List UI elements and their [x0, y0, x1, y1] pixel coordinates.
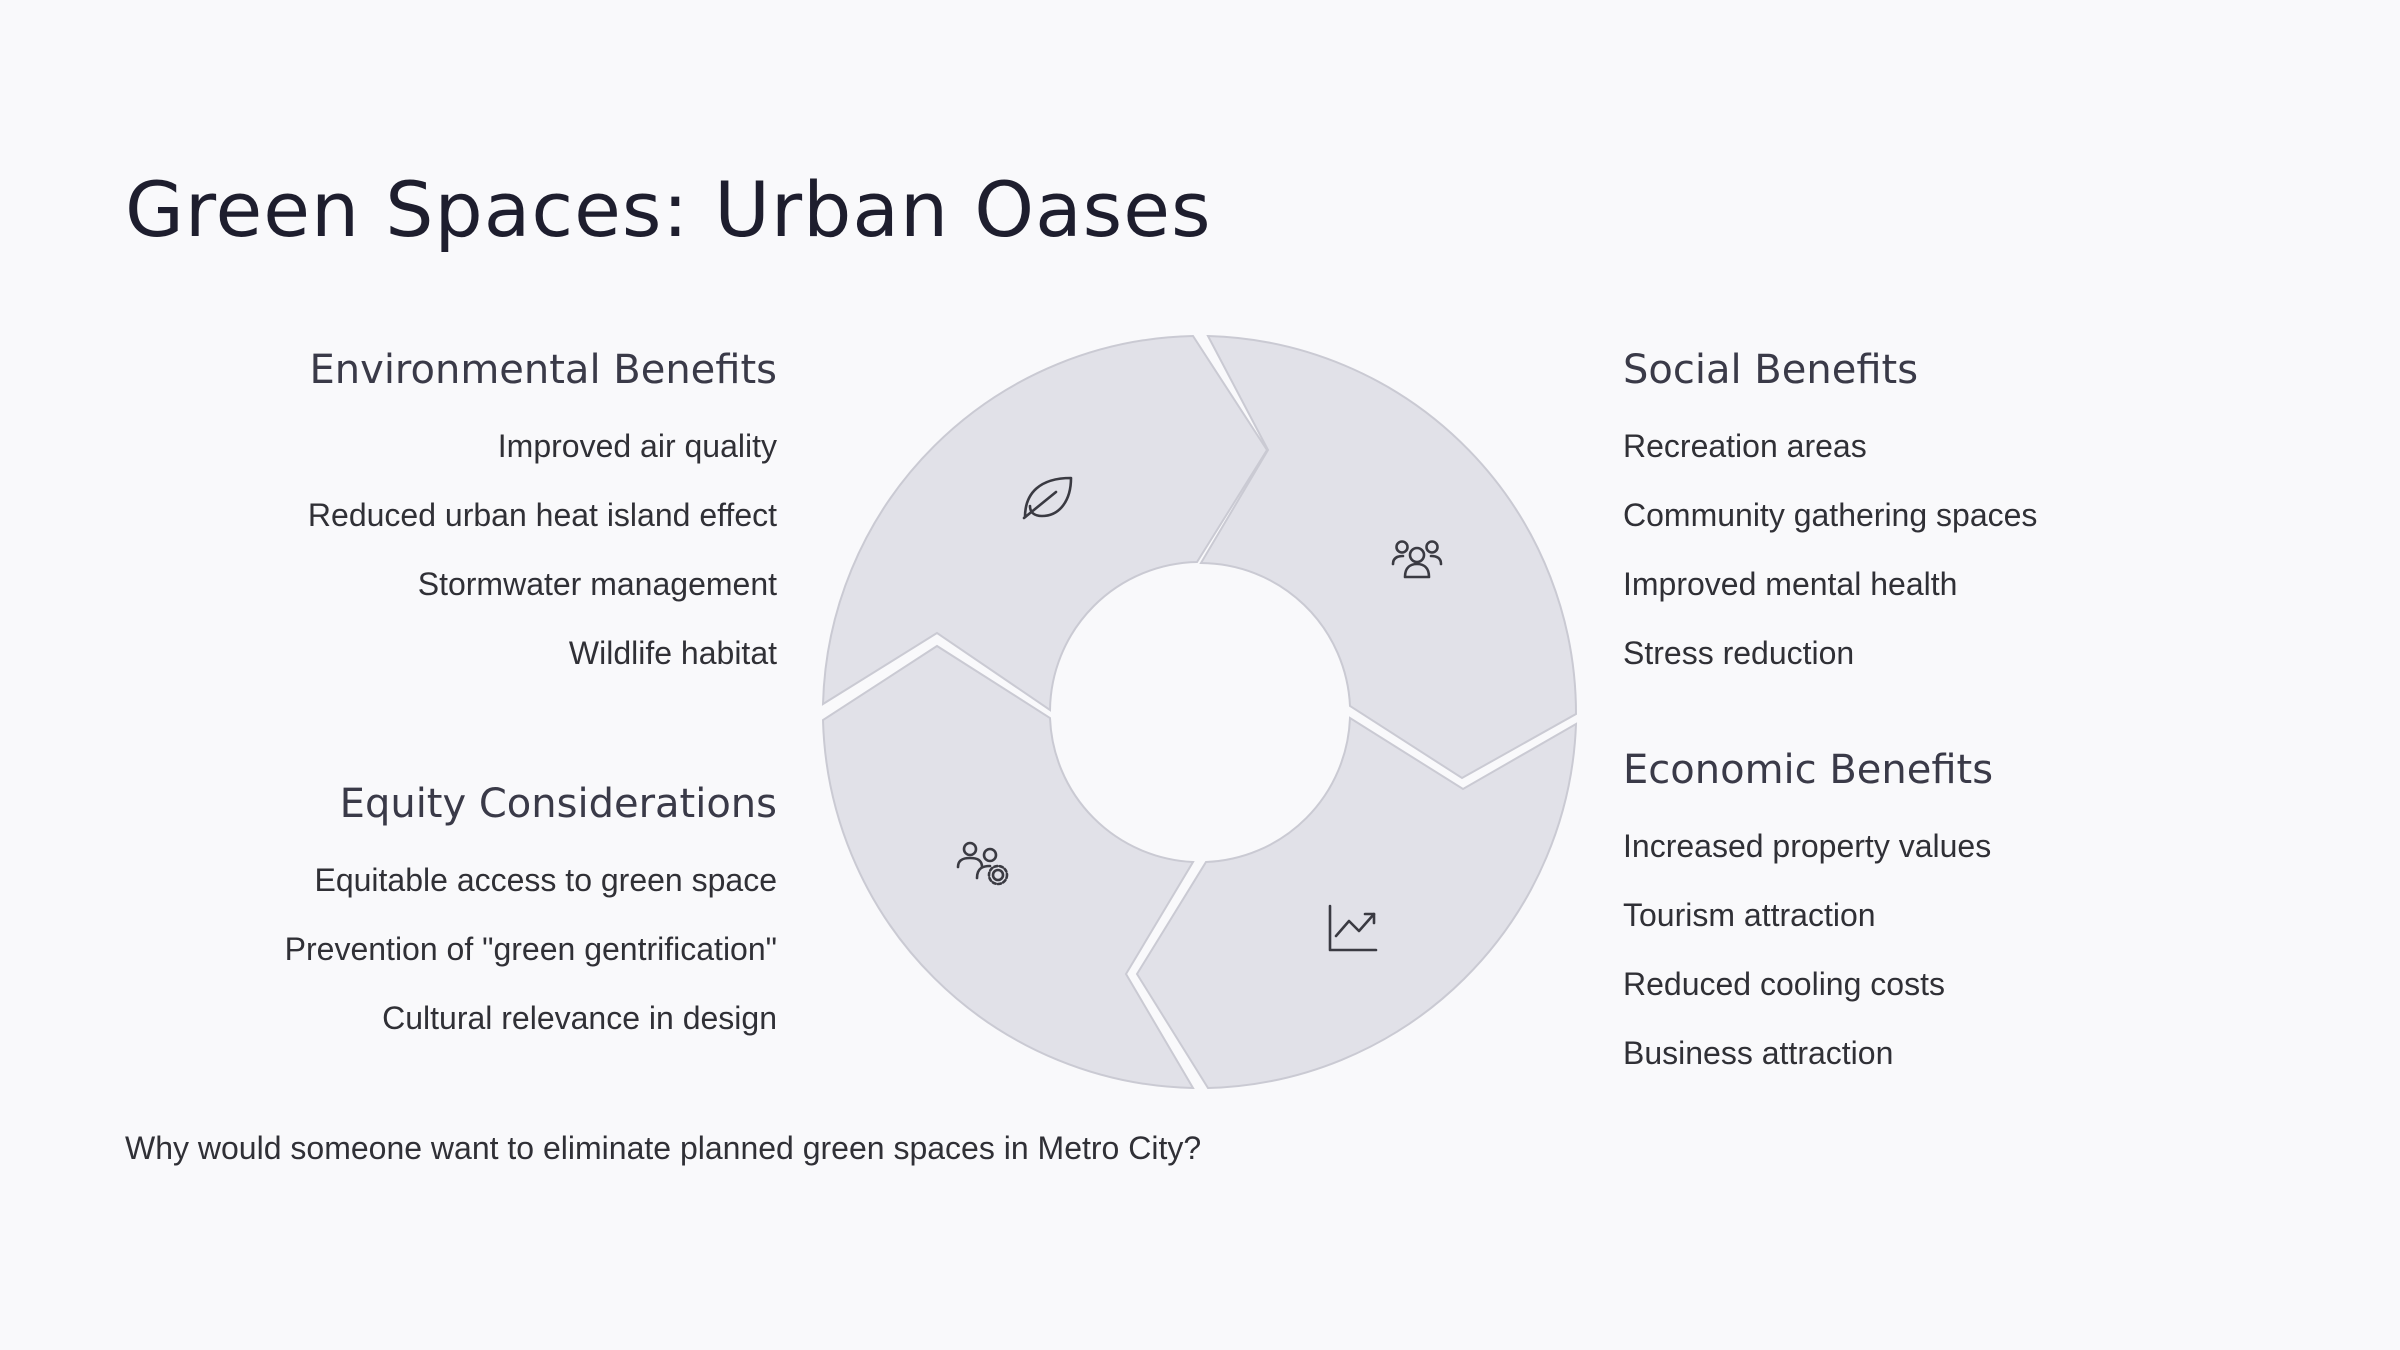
list-item: Reduced cooling costs [1623, 966, 1945, 1002]
list-item: Business attraction [1623, 1035, 1894, 1071]
social-benefits-group: Social Benefits Recreation areas Communi… [1623, 346, 2303, 688]
economic-benefits-group: Economic Benefits Increased property val… [1623, 746, 2303, 1088]
people-settings-icon [956, 841, 1009, 886]
list-item: Wildlife habitat [568, 635, 777, 671]
list-item: Stress reduction [1623, 635, 1855, 671]
list-item: Cultural relevance in design [382, 1000, 777, 1036]
list-item: Community gathering spaces [1623, 497, 2038, 533]
list-item: Tourism attraction [1623, 897, 1876, 933]
equity-considerations-group: Equity Considerations Equitable access t… [97, 780, 777, 1053]
list-item: Recreation areas [1623, 428, 1867, 464]
discussion-question: Why would someone want to eliminate plan… [125, 1130, 1202, 1166]
environmental-benefits-group: Environmental Benefits Improved air qual… [97, 346, 777, 688]
chart-trend-icon [1328, 904, 1378, 952]
cycle-segment-social [1199, 334, 1578, 780]
cycle-segment-environmental [821, 334, 1269, 712]
list-item: Prevention of "green gentrification" [284, 931, 777, 967]
leaf-icon [1022, 476, 1073, 520]
economic-benefits-heading: Economic Benefits [1623, 747, 1994, 793]
cycle-segment-economic [1135, 716, 1578, 1090]
social-benefits-heading: Social Benefits [1623, 347, 1919, 393]
page-title: Green Spaces: Urban Oases [125, 165, 1212, 254]
list-item: Reduced urban heat island effect [307, 497, 777, 533]
equity-considerations-heading: Equity Considerations [339, 781, 777, 827]
list-item: Improved air quality [497, 428, 777, 464]
cycle-segment-equity [821, 644, 1195, 1090]
list-item: Equitable access to green space [314, 862, 777, 898]
list-item: Improved mental health [1623, 566, 1958, 602]
people-icon [1391, 540, 1443, 579]
list-item: Increased property values [1623, 828, 1992, 864]
environmental-benefits-heading: Environmental Benefits [309, 347, 777, 393]
list-item: Stormwater management [417, 566, 777, 602]
